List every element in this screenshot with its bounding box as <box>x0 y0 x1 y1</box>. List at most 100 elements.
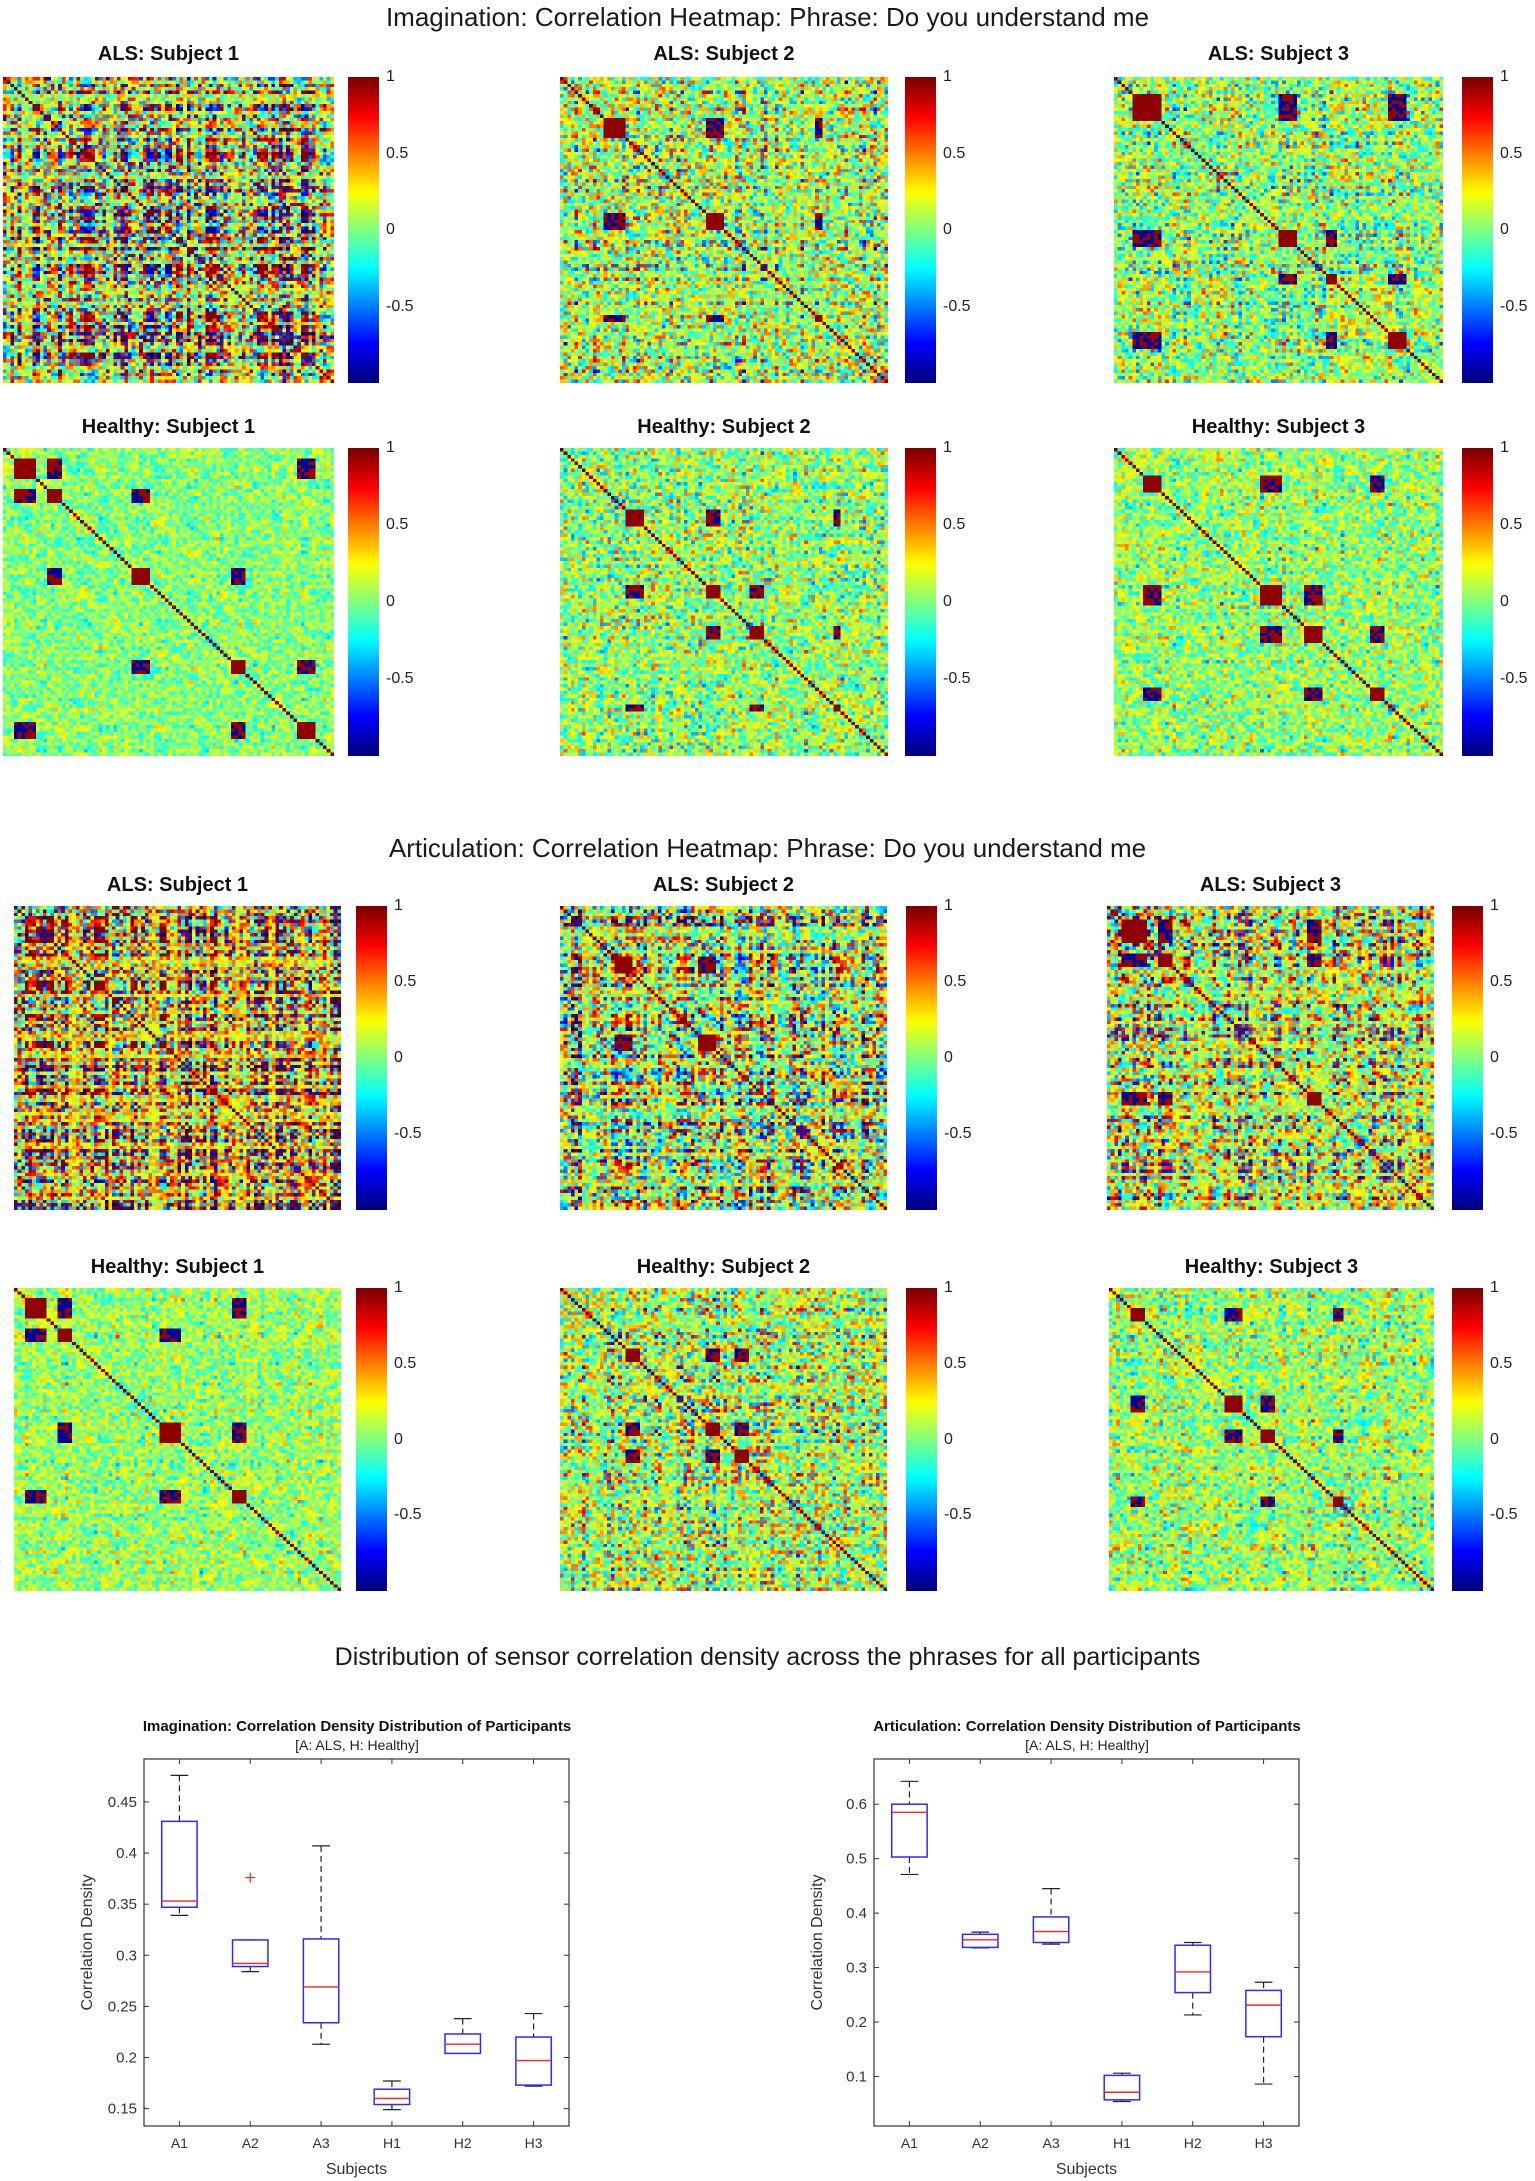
x-tick-label: A3 <box>1043 2135 1060 2151</box>
heatmap-title: ALS: Subject 3 <box>1199 874 1342 896</box>
colorbar-tick-label: 0 <box>386 221 395 238</box>
y-tick-label: 0.25 <box>108 1998 137 2015</box>
outlier-marker <box>245 1872 256 1883</box>
colorbar-tick-label: -0.5 <box>1490 1506 1518 1524</box>
colorbar-tick-label: -0.5 <box>943 670 971 687</box>
x-tick-label: H2 <box>1184 2135 1202 2151</box>
correlation-heatmap <box>14 1288 341 1591</box>
y-tick-label: 0.3 <box>846 1960 867 1977</box>
y-tick-label: 0.3 <box>116 1947 137 1964</box>
colorbar-tick-label: 0.5 <box>386 144 409 162</box>
x-tick-label: H3 <box>525 2135 543 2151</box>
y-tick-label: 0.6 <box>846 1796 867 1813</box>
y-tick-label: 0.4 <box>116 1845 137 1862</box>
correlation-heatmap <box>560 1288 887 1591</box>
colorbar-tick-label: 1 <box>394 1279 403 1296</box>
boxplot-subtitle: [A: ALS, H: Healthy] <box>1025 1737 1149 1753</box>
colorbar-tick-label: -0.5 <box>1490 1125 1518 1142</box>
colorbar-tick-label: 0 <box>1490 1049 1499 1066</box>
correlation-heatmap <box>1114 448 1443 756</box>
imagination-section-title: Imagination: Correlation Heatmap: Phrase… <box>385 2 1150 32</box>
plot-axes-frame <box>143 1758 570 2127</box>
heatmap-title: ALS: Subject 1 <box>97 43 240 65</box>
colorbar-tick-label: 0.5 <box>943 516 966 533</box>
colorbar-tick-label: 1 <box>394 897 403 914</box>
heatmap-title: ALS: Subject 3 <box>1207 43 1350 65</box>
y-tick-label: 0.5 <box>846 1851 867 1868</box>
heatmap-title: Healthy: Subject 2 <box>636 1256 811 1278</box>
correlation-heatmap <box>1114 77 1443 383</box>
colorbar-tick-label: 1 <box>1490 897 1499 914</box>
y-tick-label: 0.2 <box>846 2014 867 2031</box>
colorbar-tick-label: 0.5 <box>1500 144 1523 162</box>
colorbar <box>906 1288 937 1591</box>
correlation-heatmap <box>14 906 341 1210</box>
colorbar-tick-label: 0 <box>1490 1430 1499 1448</box>
colorbar <box>1452 1288 1483 1591</box>
x-tick-label: A1 <box>171 2135 188 2151</box>
colorbar-tick-label: 0 <box>394 1430 403 1448</box>
y-tick-label: 0.35 <box>108 1896 137 1913</box>
box <box>1103 2074 1141 2101</box>
heatmap-title: ALS: Subject 2 <box>653 43 795 65</box>
colorbar-tick-label: -0.5 <box>386 670 414 687</box>
colorbar-tick-label: 0 <box>943 221 952 238</box>
x-tick-label: A1 <box>901 2135 918 2151</box>
box <box>302 1938 340 2024</box>
colorbar-tick-label: 0.5 <box>386 516 409 533</box>
colorbar-tick-label: -0.5 <box>1500 297 1528 315</box>
colorbar-tick-label: -0.5 <box>1500 670 1528 687</box>
correlation-heatmap <box>1107 906 1434 1210</box>
x-tick-label: A2 <box>972 2135 989 2151</box>
colorbar <box>906 906 937 1210</box>
box <box>1174 1944 1212 1994</box>
boxplot-subtitle: [A: ALS, H: Healthy] <box>295 1737 419 1753</box>
heatmap-title: Healthy: Subject 2 <box>637 416 811 438</box>
colorbar-tick-label: -0.5 <box>943 297 971 315</box>
x-axis-label: Subjects <box>1056 2161 1117 2178</box>
colorbar-tick-label: 0.5 <box>394 1354 417 1372</box>
y-axis-label: Correlation Density <box>809 1874 826 2010</box>
colorbar-tick-label: 0.5 <box>943 144 966 162</box>
y-tick-label: 0.1 <box>846 2068 867 2085</box>
box <box>160 1820 198 1908</box>
colorbar-tick-label: 1 <box>386 68 395 85</box>
colorbar <box>356 906 387 1210</box>
heatmap-title: Healthy: Subject 1 <box>81 416 256 438</box>
colorbar-tick-label: -0.5 <box>944 1506 972 1524</box>
correlation-heatmap <box>1109 1288 1434 1591</box>
box <box>1032 1916 1070 1944</box>
colorbar-tick-label: -0.5 <box>394 1125 422 1142</box>
heatmap-title: ALS: Subject 1 <box>106 874 249 896</box>
colorbar-tick-label: -0.5 <box>394 1506 422 1524</box>
x-tick-label: A2 <box>242 2135 259 2151</box>
colorbar <box>905 448 936 756</box>
colorbar-tick-label: 0.5 <box>1490 1354 1513 1372</box>
x-tick-label: H1 <box>1113 2135 1131 2151</box>
heatmap-title: Healthy: Subject 1 <box>90 1256 265 1278</box>
x-tick-label: H1 <box>383 2135 401 2151</box>
colorbar-tick-label: 0 <box>944 1430 953 1448</box>
box <box>961 1933 999 1949</box>
y-tick-label: 0.2 <box>116 2050 137 2067</box>
colorbar-tick-label: 0.5 <box>394 973 417 990</box>
colorbar <box>348 77 379 383</box>
correlation-heatmap <box>3 77 334 383</box>
colorbar-tick-label: 0.5 <box>944 973 967 990</box>
heatmap-title: Healthy: Subject 3 <box>1184 1256 1359 1278</box>
colorbar-tick-label: 1 <box>943 68 952 85</box>
colorbar-tick-label: 0 <box>386 593 395 610</box>
colorbar <box>905 77 936 383</box>
boxplot-title: Articulation: Correlation Density Distri… <box>873 1718 1301 1735</box>
colorbar-tick-label: 1 <box>944 897 953 914</box>
colorbar <box>1462 77 1493 383</box>
colorbar-tick-label: 0.5 <box>1500 516 1523 533</box>
colorbar-tick-label: 0 <box>1500 593 1509 610</box>
correlation-heatmap <box>560 77 888 383</box>
colorbar-tick-label: 0 <box>1500 221 1509 238</box>
colorbar-tick-label: 1 <box>1490 1279 1499 1296</box>
x-tick-label: H2 <box>454 2135 472 2151</box>
y-tick-label: 0.15 <box>108 2101 137 2118</box>
